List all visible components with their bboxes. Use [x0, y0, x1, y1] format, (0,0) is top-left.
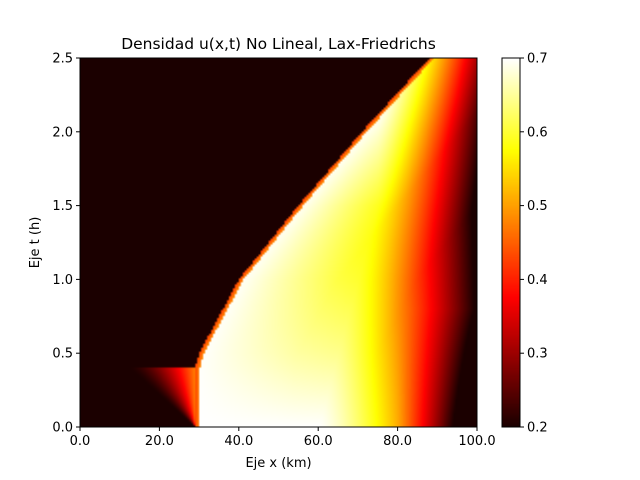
x-tick-label: 100.0 — [458, 434, 495, 449]
colorbar-tick-label: 0.2 — [527, 421, 548, 436]
y-axis-label: Eje t (h) — [28, 217, 43, 269]
colorbar-tick-label: 0.3 — [527, 347, 548, 362]
colorbar-ticks: 0.2 0.3 0.4 0.5 0.6 0.7 — [520, 52, 548, 436]
x-axis-label: Eje x (km) — [245, 456, 311, 471]
y-tick-label: 1.5 — [52, 199, 73, 214]
x-tick-label: 60.0 — [304, 434, 333, 449]
colorbar — [502, 58, 520, 427]
y-axis-ticks: 0.0 0.5 1.0 1.5 2.0 2.5 — [52, 52, 80, 436]
heatmap-plot — [80, 58, 477, 427]
x-tick-label: 80.0 — [383, 434, 412, 449]
colorbar-tick-label: 0.5 — [527, 199, 548, 214]
y-tick-label: 2.0 — [52, 125, 73, 140]
y-tick-label: 2.5 — [52, 52, 73, 67]
colorbar-frame — [501, 57, 521, 428]
x-axis-ticks: 0.0 20.0 40.0 60.0 80.0 100.0 — [70, 427, 496, 449]
y-tick-label: 0.5 — [52, 347, 73, 362]
chart-title: Densidad u(x,t) No Lineal, Lax-Friedrich… — [121, 35, 436, 53]
plot-frame — [79, 57, 478, 428]
x-tick-label: 40.0 — [224, 434, 253, 449]
y-tick-label: 0.0 — [52, 421, 73, 436]
colorbar-tick-label: 0.7 — [527, 52, 548, 67]
y-tick-label: 1.0 — [52, 273, 73, 288]
colorbar-tick-label: 0.6 — [527, 125, 548, 140]
x-tick-label: 20.0 — [145, 434, 174, 449]
x-tick-label: 0.0 — [70, 434, 91, 449]
colorbar-tick-label: 0.4 — [527, 273, 548, 288]
